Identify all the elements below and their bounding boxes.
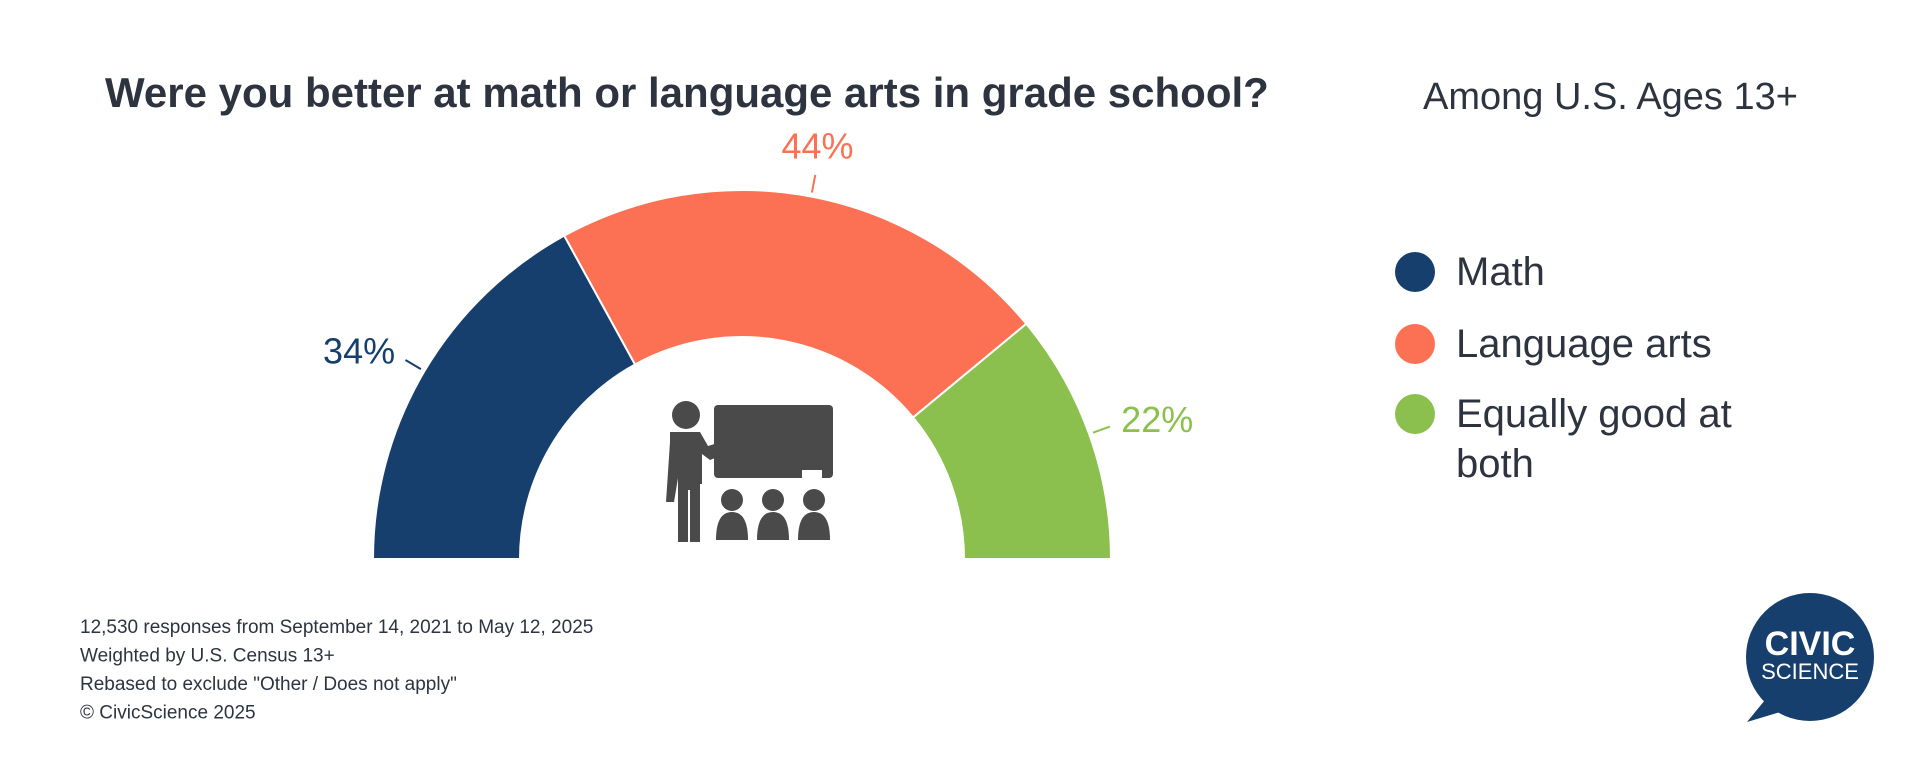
slice bbox=[911, 322, 1113, 560]
data-label: 44% bbox=[781, 126, 853, 167]
footnote: Weighted by U.S. Census 13+ bbox=[80, 646, 335, 667]
logo-text: CIVIC bbox=[1765, 625, 1856, 663]
legend-label: Language arts bbox=[1456, 322, 1712, 366]
leader-line bbox=[1092, 425, 1111, 434]
leader-line bbox=[810, 174, 817, 193]
chart-subtitle: Among U.S. Ages 13+ bbox=[1423, 76, 1798, 118]
data-label: 34% bbox=[323, 330, 395, 371]
footnote: Rebased to exclude "Other / Does not app… bbox=[80, 674, 457, 695]
slice bbox=[371, 234, 637, 560]
legend-marker bbox=[1395, 252, 1435, 292]
footnote: © CivicScience 2025 bbox=[80, 703, 256, 724]
data-label: 22% bbox=[1121, 399, 1193, 440]
logo: CIVIC SCIENCE bbox=[1746, 593, 1874, 722]
slice bbox=[562, 189, 1028, 419]
legend-label: Math bbox=[1456, 250, 1545, 294]
legend-marker bbox=[1395, 324, 1435, 364]
chart-title: Were you better at math or language arts… bbox=[105, 69, 1269, 116]
legend-label: Equally good at both bbox=[1456, 392, 1732, 486]
logo-text: SCIENCE bbox=[1761, 659, 1859, 684]
teacher-icon bbox=[666, 401, 833, 542]
leader-line bbox=[404, 359, 422, 370]
footnote: 12,530 responses from September 14, 2021… bbox=[80, 617, 593, 638]
legend-marker bbox=[1395, 394, 1435, 434]
